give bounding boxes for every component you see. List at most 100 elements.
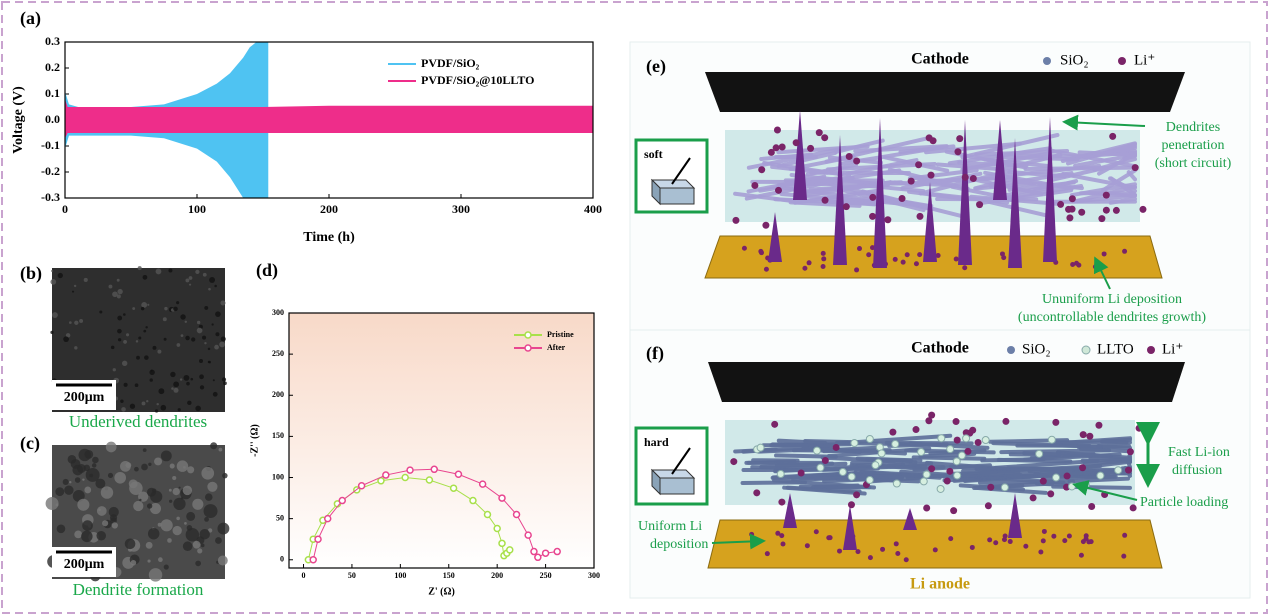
cathode-label: Cathode xyxy=(911,51,969,68)
texture xyxy=(92,456,99,464)
li-dot xyxy=(895,550,901,556)
texture xyxy=(149,503,162,515)
texture xyxy=(214,284,217,288)
llto xyxy=(865,434,874,443)
li-dot xyxy=(1001,537,1007,543)
li-dot xyxy=(870,245,876,251)
fiber xyxy=(960,151,1053,172)
li-dot xyxy=(1007,539,1013,545)
texture xyxy=(208,287,211,291)
texture xyxy=(184,320,188,324)
texture xyxy=(123,382,128,387)
caption: Dendrite formation xyxy=(73,580,204,599)
texture xyxy=(148,568,163,582)
fiber xyxy=(776,438,828,445)
y-tick-label: 250 xyxy=(272,349,284,358)
texture xyxy=(135,340,139,343)
fiber xyxy=(993,458,1100,470)
legend-text: After xyxy=(547,343,566,352)
li-ion xyxy=(1102,206,1110,214)
texture xyxy=(207,481,218,492)
texture xyxy=(132,307,136,310)
li-dot xyxy=(1092,264,1098,270)
li-ion xyxy=(987,483,995,491)
llto xyxy=(953,471,962,480)
li-ion xyxy=(732,216,740,224)
scale-text: 200μm xyxy=(64,557,105,572)
li-ion xyxy=(925,417,933,425)
point xyxy=(493,524,501,533)
li-ion xyxy=(1095,421,1103,429)
li-dot xyxy=(1066,533,1072,539)
texture xyxy=(143,329,147,333)
li-ion xyxy=(1079,431,1087,439)
li-ion xyxy=(842,203,850,211)
annotation: Uniform Li xyxy=(638,519,702,534)
x-tick-label: 400 xyxy=(584,202,602,216)
li-ion xyxy=(953,436,961,444)
point xyxy=(506,546,514,554)
texture xyxy=(128,479,138,489)
li-ion xyxy=(1135,424,1143,432)
texture xyxy=(173,306,178,312)
li-ion xyxy=(815,129,823,137)
llto xyxy=(776,470,785,479)
fiber xyxy=(801,445,862,455)
texture xyxy=(187,466,195,474)
li-dot xyxy=(948,536,954,542)
llto xyxy=(1114,466,1123,475)
legend-text: Li⁺ xyxy=(1134,52,1155,68)
fiber xyxy=(996,457,1073,464)
texture xyxy=(192,540,201,549)
cathode xyxy=(708,362,1185,402)
fiber xyxy=(1007,169,1067,179)
texture xyxy=(117,338,122,342)
li-ion xyxy=(774,186,782,194)
texture xyxy=(176,343,181,347)
x-tick-label: 250 xyxy=(540,571,552,580)
li-dot xyxy=(1041,528,1047,534)
texture xyxy=(146,487,156,497)
y-tick-label: 0.1 xyxy=(45,86,60,100)
li-ion xyxy=(1112,206,1120,214)
texture xyxy=(196,320,201,325)
fiber xyxy=(987,199,1054,219)
y-tick-label: 150 xyxy=(272,431,284,440)
legend-marker xyxy=(1118,57,1126,65)
dendrite xyxy=(923,182,937,262)
texture xyxy=(173,497,186,511)
fiber xyxy=(1023,165,1137,172)
li-ion xyxy=(1086,432,1094,440)
fiber xyxy=(999,448,1112,455)
texture xyxy=(77,498,90,511)
li-dot xyxy=(1062,538,1068,544)
texture xyxy=(158,388,165,395)
texture xyxy=(78,448,91,462)
texture xyxy=(173,387,179,393)
point xyxy=(498,494,506,502)
texture xyxy=(136,355,140,360)
texture xyxy=(105,441,117,453)
texture xyxy=(167,538,172,543)
texture xyxy=(185,335,190,341)
texture xyxy=(124,538,136,550)
fiber xyxy=(913,473,1014,479)
li-dot xyxy=(1122,248,1128,254)
texture xyxy=(195,405,201,412)
legend-text: SiO₂ xyxy=(1022,341,1051,357)
li-ion xyxy=(797,469,805,477)
llto xyxy=(850,439,859,448)
legend-text: Pristine xyxy=(547,330,574,339)
texture xyxy=(57,272,63,279)
texture xyxy=(186,511,196,521)
y-tick-label: 50 xyxy=(276,513,284,522)
li-dot xyxy=(855,549,861,555)
point xyxy=(309,556,317,564)
li-dot xyxy=(763,266,769,272)
texture xyxy=(171,387,174,390)
li-ion xyxy=(1039,477,1047,485)
texture xyxy=(219,341,226,348)
texture xyxy=(74,346,78,350)
llto xyxy=(891,440,900,449)
